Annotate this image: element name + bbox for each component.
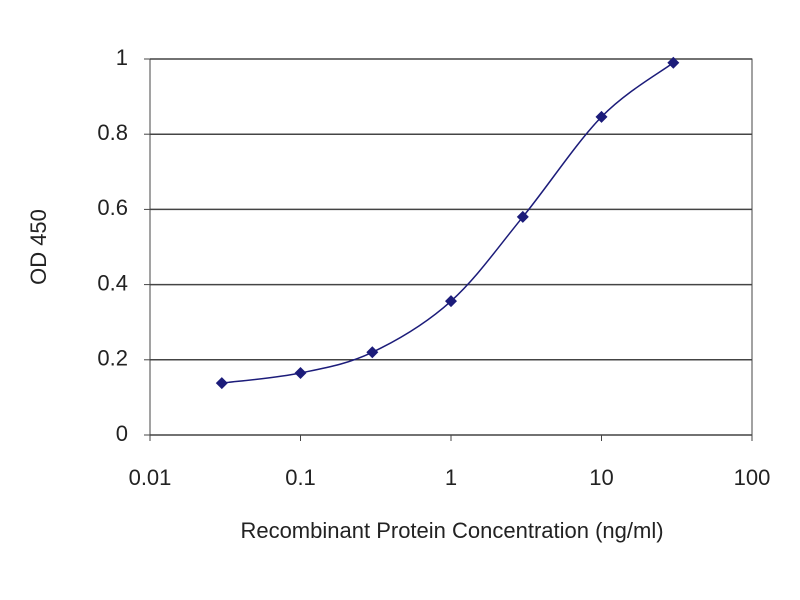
y-tick-label: 0.4 [97,270,128,295]
data-line [221,62,674,384]
x-axis-label: Recombinant Protein Concentration (ng/ml… [240,518,663,543]
x-tick-label: 100 [734,465,771,490]
data-point [294,366,307,379]
y-tick-label: 1 [116,45,128,70]
data-point [516,210,529,223]
data-point [366,346,379,359]
plot-frame [149,58,753,436]
y-tick-label: 0 [116,421,128,446]
x-tick-label: 10 [589,465,613,490]
data-point [445,295,457,308]
y-tick-label: 0.6 [97,195,128,220]
data-point [595,110,608,123]
x-tick-label: 0.1 [285,465,316,490]
data-point [667,56,680,69]
x-tick-label: 1 [445,465,457,490]
y-tick-label: 0.2 [97,346,128,371]
y-axis-label: OD 450 [26,209,51,285]
data-point [215,377,228,390]
x-tick-label: 0.01 [129,465,172,490]
y-tick-label: 0.8 [97,120,128,145]
